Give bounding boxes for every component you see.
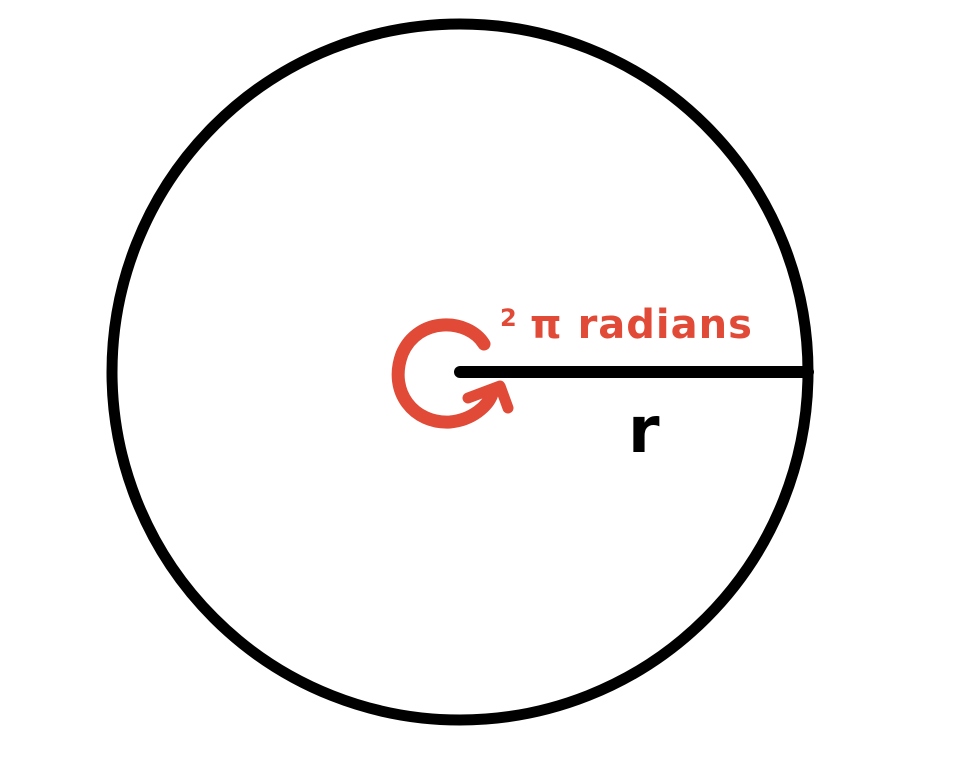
angle-coefficient-label: 2	[500, 304, 517, 332]
radius-label: r	[628, 394, 660, 468]
full-rotation-arrow-icon	[391, 318, 514, 429]
angle-label: π radians	[530, 302, 753, 348]
